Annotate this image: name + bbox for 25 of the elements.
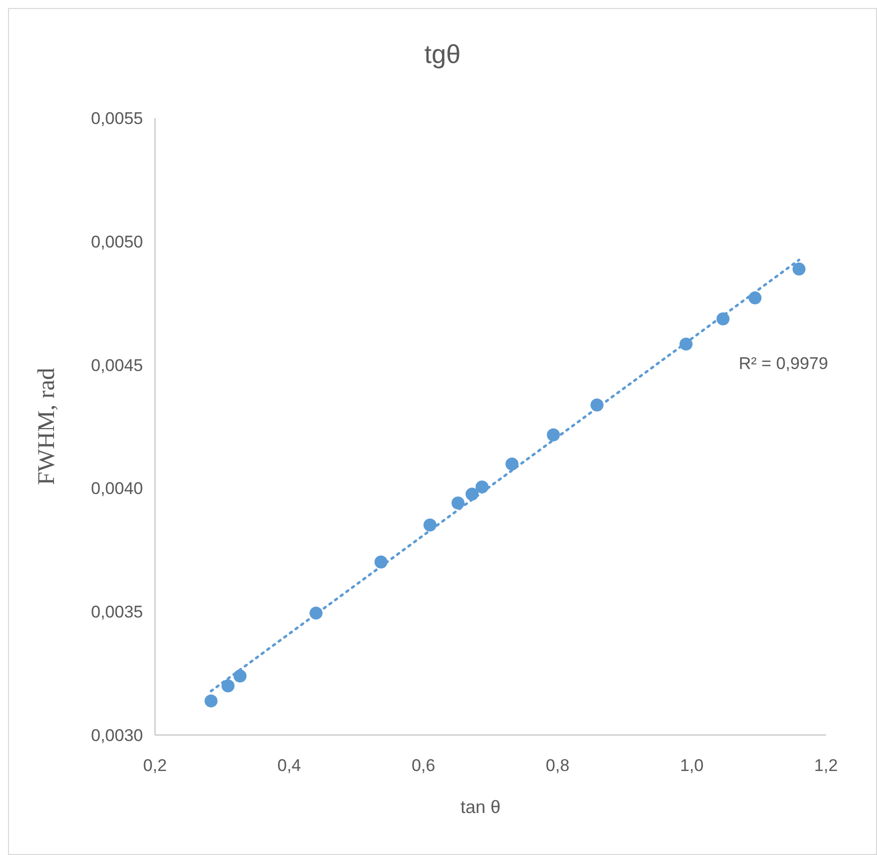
point [792, 262, 806, 276]
x-tick-label: 1,2 [814, 756, 838, 775]
point [204, 694, 218, 708]
x-tick-label: 1,0 [680, 756, 704, 775]
y-tick-label: 0,0035 [91, 602, 143, 622]
annotation: R² = 0,9979 [738, 354, 828, 373]
point [546, 428, 560, 442]
y-tick-label: 0,0030 [91, 726, 143, 745]
point [748, 291, 762, 304]
point [222, 679, 235, 692]
point [423, 518, 436, 532]
chart-title: tgθ [424, 39, 461, 69]
point [234, 670, 247, 683]
y-tick-label: 0,0055 [91, 109, 143, 128]
point [452, 496, 465, 510]
y-tick-label: 0,0040 [91, 479, 143, 498]
y-tick-label: 0,0045 [91, 356, 143, 375]
point [505, 458, 518, 471]
x-tick-label: 0,2 [143, 756, 167, 775]
y-tick-label: 0,0050 [91, 232, 143, 252]
x-axis-title: tan θ [460, 797, 501, 817]
y-axis-title: FWHM, rad [34, 368, 60, 486]
x-tick-label: 0,6 [412, 756, 436, 775]
x-tick-label: 0,4 [277, 756, 302, 775]
x-tick-label: 0,8 [546, 756, 570, 775]
